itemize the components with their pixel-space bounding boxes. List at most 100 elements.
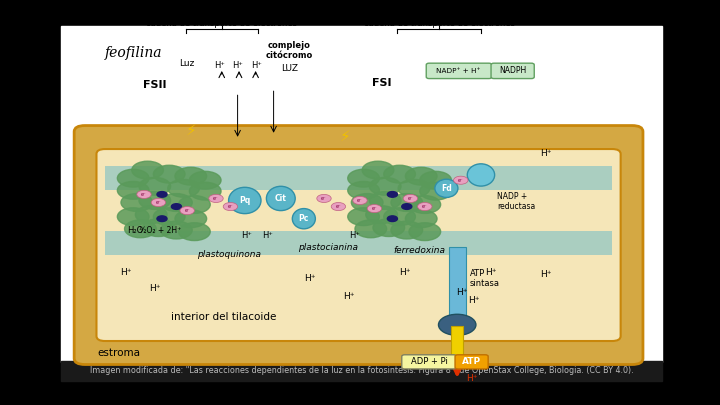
Circle shape	[157, 192, 167, 197]
Circle shape	[151, 198, 166, 207]
Circle shape	[209, 194, 223, 202]
Circle shape	[351, 194, 383, 211]
FancyBboxPatch shape	[491, 63, 534, 79]
FancyBboxPatch shape	[74, 126, 643, 365]
Circle shape	[153, 208, 185, 226]
Circle shape	[137, 190, 151, 198]
Bar	[61, 361, 662, 381]
Circle shape	[143, 219, 174, 237]
Text: e⁻: e⁻	[372, 206, 377, 211]
Text: e⁻: e⁻	[213, 196, 219, 201]
Text: e⁻: e⁻	[357, 198, 363, 203]
Text: Pq: Pq	[239, 196, 251, 205]
Circle shape	[117, 169, 149, 187]
Circle shape	[418, 202, 432, 211]
Circle shape	[384, 208, 415, 226]
Circle shape	[153, 165, 185, 183]
Circle shape	[409, 223, 441, 241]
Text: cadena de transporte de electrones: cadena de transporte de electrones	[364, 19, 515, 28]
Text: H⁺: H⁺	[240, 231, 252, 240]
Text: FSII: FSII	[143, 80, 166, 90]
Circle shape	[117, 208, 149, 226]
Text: NADP +
reductasa: NADP + reductasa	[497, 192, 535, 211]
Text: plastoquinona: plastoquinona	[197, 250, 261, 259]
Text: feofilina: feofilina	[104, 46, 162, 60]
Ellipse shape	[292, 209, 315, 229]
Circle shape	[139, 177, 171, 195]
Text: Cit: Cit	[275, 194, 287, 203]
Circle shape	[132, 161, 163, 179]
FancyBboxPatch shape	[96, 149, 621, 341]
Circle shape	[454, 176, 468, 184]
Circle shape	[367, 205, 382, 213]
Text: estroma: estroma	[97, 348, 140, 358]
Text: ADP + Pi: ADP + Pi	[410, 357, 448, 366]
Bar	[105, 231, 612, 255]
Circle shape	[135, 206, 167, 224]
Text: H⁺: H⁺	[485, 268, 497, 277]
Circle shape	[168, 179, 199, 197]
Circle shape	[369, 192, 401, 209]
Text: NADPH: NADPH	[500, 66, 527, 75]
Bar	[105, 166, 612, 190]
Text: ferredoxina: ferredoxina	[393, 246, 445, 255]
Circle shape	[179, 223, 210, 241]
Circle shape	[391, 221, 423, 239]
Bar	[449, 247, 466, 319]
Circle shape	[355, 220, 387, 238]
Circle shape	[125, 220, 156, 238]
Text: H⁺: H⁺	[467, 374, 478, 383]
Circle shape	[391, 194, 423, 211]
Text: ⚡: ⚡	[341, 129, 351, 144]
Circle shape	[348, 181, 379, 199]
Circle shape	[157, 216, 167, 222]
Text: e⁻: e⁻	[408, 196, 413, 201]
FancyBboxPatch shape	[426, 63, 492, 79]
Text: H⁺: H⁺	[468, 296, 480, 305]
Text: H⁺: H⁺	[399, 268, 410, 277]
Text: ⚡: ⚡	[186, 123, 196, 138]
Circle shape	[402, 204, 412, 209]
Circle shape	[223, 202, 238, 211]
Text: e⁻: e⁻	[156, 200, 161, 205]
Text: H⁺: H⁺	[149, 284, 161, 293]
Text: Luz: Luz	[179, 60, 195, 68]
FancyBboxPatch shape	[402, 355, 456, 369]
Circle shape	[405, 210, 437, 228]
Circle shape	[117, 181, 149, 199]
Ellipse shape	[266, 186, 295, 211]
Text: ATP: ATP	[462, 357, 481, 366]
Ellipse shape	[467, 164, 495, 186]
Text: H⁺: H⁺	[251, 61, 263, 70]
Ellipse shape	[435, 179, 458, 198]
Circle shape	[189, 182, 221, 200]
Circle shape	[387, 216, 397, 222]
Circle shape	[171, 204, 181, 209]
Text: LUZ: LUZ	[281, 64, 298, 73]
Text: H⁺: H⁺	[343, 292, 355, 301]
Circle shape	[387, 192, 397, 197]
Text: FSI: FSI	[372, 78, 392, 88]
Text: H⁺: H⁺	[540, 270, 552, 279]
Text: e⁻: e⁻	[321, 196, 327, 201]
Circle shape	[121, 194, 153, 211]
Circle shape	[353, 196, 367, 205]
Circle shape	[366, 206, 397, 224]
Text: Pc: Pc	[299, 214, 309, 223]
Text: e⁻: e⁻	[336, 204, 341, 209]
Circle shape	[175, 210, 207, 228]
Circle shape	[180, 207, 194, 215]
Circle shape	[139, 192, 171, 209]
Circle shape	[348, 169, 379, 187]
Text: plastocianina: plastocianina	[297, 243, 358, 252]
Bar	[451, 326, 463, 357]
Text: H⁺: H⁺	[262, 231, 274, 240]
Circle shape	[189, 171, 221, 189]
Text: H⁺: H⁺	[232, 61, 243, 70]
Text: complejo
citócromo: complejo citócromo	[266, 41, 313, 60]
FancyBboxPatch shape	[455, 355, 488, 369]
Text: H⁺: H⁺	[540, 149, 552, 158]
Circle shape	[420, 182, 451, 200]
Circle shape	[398, 179, 430, 197]
Circle shape	[373, 219, 405, 237]
